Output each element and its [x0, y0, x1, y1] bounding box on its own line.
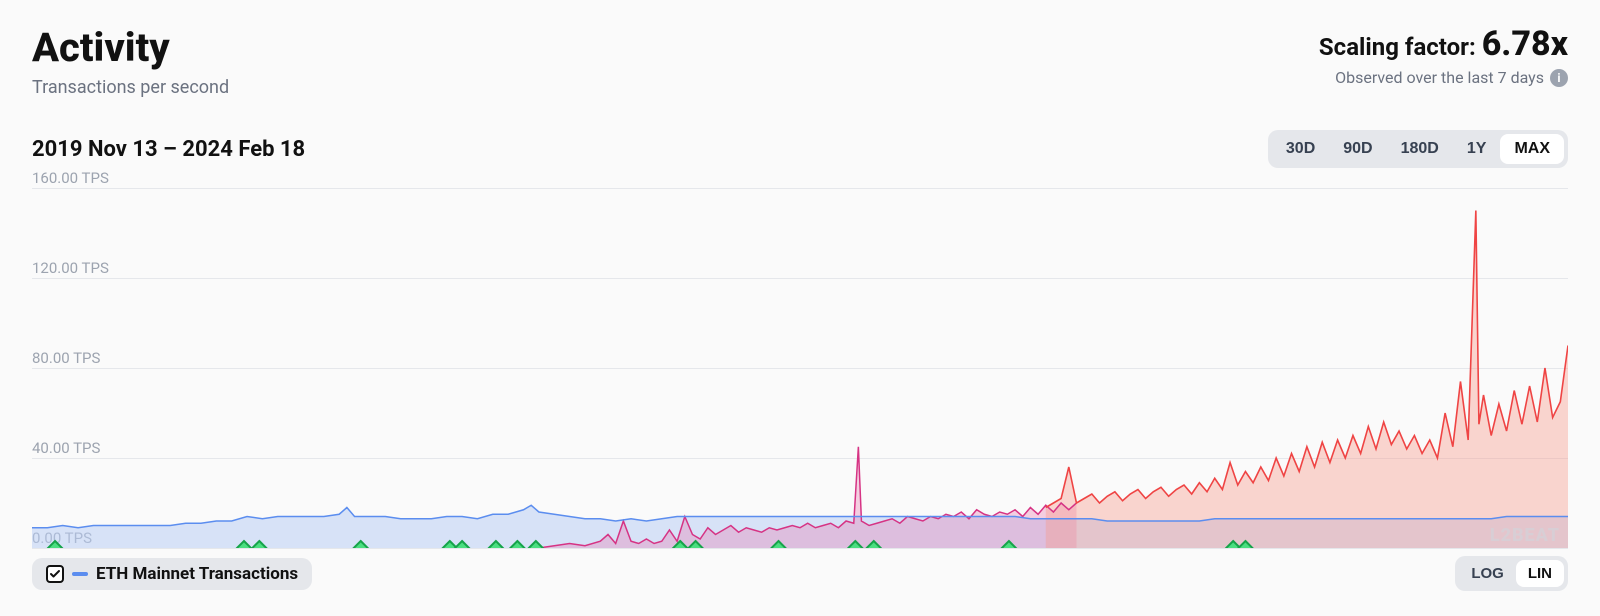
scale-pill-log[interactable]: LOG: [1459, 560, 1516, 587]
scale-pill-lin[interactable]: LIN: [1516, 560, 1564, 587]
chart-plot: [32, 188, 1568, 548]
watermark: L2BEAT: [1490, 525, 1560, 546]
scaling-factor: Scaling factor: 6.78x: [1319, 24, 1568, 64]
range-pill-90d[interactable]: 90D: [1329, 134, 1386, 164]
scale-selector[interactable]: LOGLIN: [1455, 556, 1568, 591]
observed-subtext: Observed over the last 7 days i: [1319, 68, 1568, 87]
range-pill-180d[interactable]: 180D: [1387, 134, 1453, 164]
time-range-selector[interactable]: 30D90D180D1YMAX: [1268, 130, 1568, 168]
controls-row: 2019 Nov 13 – 2024 Feb 18 30D90D180D1YMA…: [32, 130, 1568, 168]
activity-panel: Activity Transactions per second Scaling…: [0, 0, 1600, 616]
page-title: Activity: [32, 24, 229, 71]
range-pill-1y[interactable]: 1Y: [1453, 134, 1501, 164]
y-tick-label: 160.00 TPS: [32, 169, 109, 187]
legend-swatch: [72, 572, 88, 576]
scaling-factor-label: Scaling factor:: [1319, 33, 1476, 61]
range-pill-max[interactable]: MAX: [1500, 134, 1564, 164]
legend-eth-mainnet[interactable]: ETH Mainnet Transactions: [32, 558, 312, 590]
range-pill-30d[interactable]: 30D: [1272, 134, 1329, 164]
panel-header: Activity Transactions per second Scaling…: [32, 24, 1568, 98]
panel-footer: ETH Mainnet Transactions LOGLIN: [32, 556, 1568, 591]
legend-label: ETH Mainnet Transactions: [96, 564, 298, 584]
chart-area: 0.00 TPS40.00 TPS80.00 TPS120.00 TPS160.…: [32, 188, 1568, 548]
scaling-factor-value: 6.78x: [1482, 24, 1568, 64]
header-right: Scaling factor: 6.78x Observed over the …: [1319, 24, 1568, 87]
page-subtitle: Transactions per second: [32, 77, 229, 98]
date-range-label: 2019 Nov 13 – 2024 Feb 18: [32, 137, 305, 162]
observed-label: Observed over the last 7 days: [1335, 68, 1544, 87]
legend-checkbox[interactable]: [46, 565, 64, 583]
header-left: Activity Transactions per second: [32, 24, 229, 98]
info-icon[interactable]: i: [1550, 69, 1568, 87]
